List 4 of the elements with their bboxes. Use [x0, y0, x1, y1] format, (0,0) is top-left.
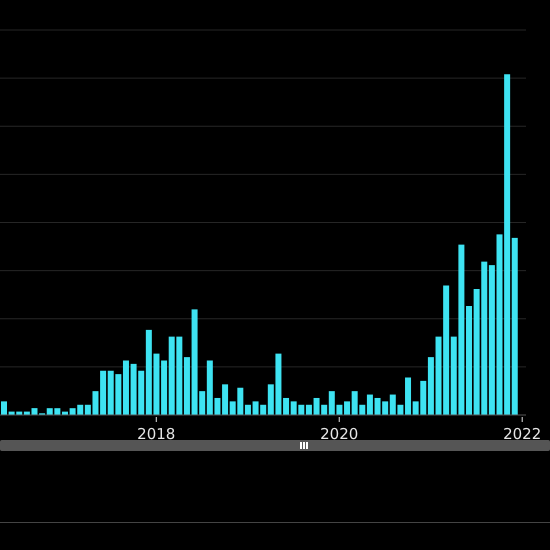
- bar: [512, 238, 518, 415]
- x-tick-label: 2020: [320, 425, 358, 443]
- x-tick-label: 2018: [137, 425, 176, 443]
- x-tick-label: 2022: [503, 425, 542, 443]
